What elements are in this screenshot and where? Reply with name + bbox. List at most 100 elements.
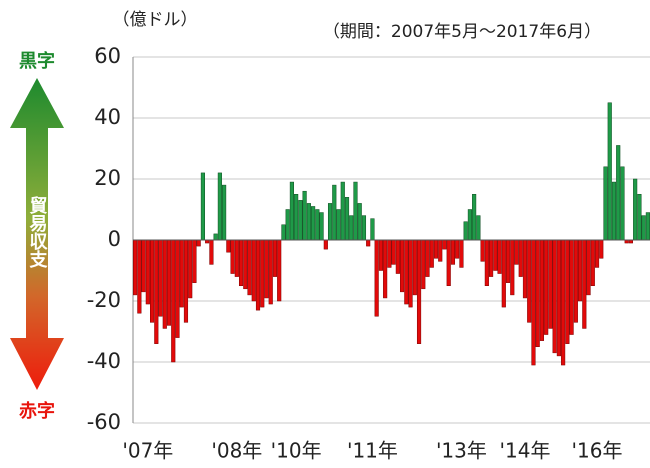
bar — [340, 181, 345, 241]
bar — [213, 233, 218, 241]
bar — [459, 239, 464, 268]
bar — [336, 209, 341, 241]
bar — [272, 239, 278, 277]
bar — [260, 239, 265, 308]
bar — [145, 239, 150, 305]
axis-label: 貿易収支 — [27, 195, 49, 269]
bar — [217, 172, 222, 241]
bar — [247, 239, 252, 296]
bar — [133, 239, 138, 296]
bar — [200, 172, 205, 241]
bar — [302, 190, 307, 241]
bar — [175, 239, 180, 338]
bar — [433, 239, 439, 259]
bar — [446, 239, 451, 286]
direction-arrow — [10, 78, 64, 390]
bar — [539, 239, 545, 341]
bar — [518, 239, 523, 277]
x-tick-label: '16年 — [572, 439, 623, 463]
bar — [230, 239, 235, 274]
bar — [476, 215, 481, 241]
bar — [361, 215, 367, 241]
bar — [501, 239, 506, 308]
bar — [527, 239, 532, 323]
bar — [234, 239, 239, 277]
bar — [374, 239, 379, 317]
bar — [192, 239, 197, 283]
bar — [349, 215, 354, 241]
bar — [183, 239, 189, 323]
bar — [332, 184, 337, 241]
bar — [514, 239, 519, 265]
bar — [497, 239, 502, 274]
bar — [154, 239, 159, 344]
bar — [565, 239, 570, 344]
bar — [472, 194, 477, 241]
bar — [450, 239, 456, 265]
bar — [357, 203, 362, 241]
bar — [603, 166, 608, 241]
bar — [522, 239, 528, 299]
bar — [306, 203, 311, 241]
bar — [505, 239, 511, 283]
bar — [238, 239, 244, 286]
bar — [188, 239, 193, 299]
bar — [544, 239, 549, 335]
bar — [264, 239, 269, 299]
bar — [289, 181, 294, 241]
bar — [531, 239, 536, 366]
bar — [311, 206, 316, 241]
bar — [616, 145, 621, 241]
bar — [552, 239, 557, 354]
bar — [573, 239, 578, 323]
y-tick-label: 60 — [94, 44, 121, 68]
bar — [370, 218, 375, 241]
y-tick-label: -40 — [87, 349, 121, 373]
bar — [620, 166, 625, 241]
bar — [633, 178, 638, 241]
bar — [196, 239, 201, 247]
bar — [327, 203, 333, 241]
bar — [179, 239, 184, 308]
bar — [582, 239, 587, 329]
bar — [438, 239, 443, 262]
bar — [294, 194, 299, 241]
bar — [510, 239, 515, 296]
bar — [599, 239, 604, 259]
bar — [268, 239, 273, 305]
bar — [400, 239, 405, 293]
bar — [416, 239, 422, 344]
bar — [463, 221, 468, 241]
x-tick-label: '08年 — [211, 439, 262, 463]
bar — [166, 239, 172, 326]
bar — [611, 181, 617, 241]
bar — [569, 239, 574, 335]
bar — [645, 212, 650, 241]
bar — [480, 239, 485, 262]
subtitle: （期間：2007年5月～2017年6月） — [323, 22, 601, 42]
y-tick-label: -20 — [87, 288, 121, 312]
bar — [586, 239, 591, 296]
bar — [366, 239, 371, 247]
bar — [209, 239, 214, 265]
bar — [387, 239, 392, 268]
bar — [378, 239, 383, 271]
bar — [408, 239, 413, 308]
bar — [548, 239, 553, 329]
deficit-label: 赤字 — [19, 400, 55, 422]
surplus-label: 黒字 — [19, 50, 55, 72]
bar — [171, 239, 176, 363]
bar — [594, 239, 600, 268]
bar — [285, 209, 290, 241]
bar — [455, 239, 460, 259]
x-tick-label: '11年 — [347, 439, 398, 463]
bar — [150, 239, 155, 323]
bar — [484, 239, 489, 286]
bar — [421, 239, 426, 290]
bar — [535, 239, 540, 347]
bar — [137, 239, 142, 314]
unit-label: （億ドル） — [113, 10, 198, 30]
bar — [412, 239, 417, 296]
bar — [323, 239, 328, 250]
bar — [277, 239, 282, 302]
